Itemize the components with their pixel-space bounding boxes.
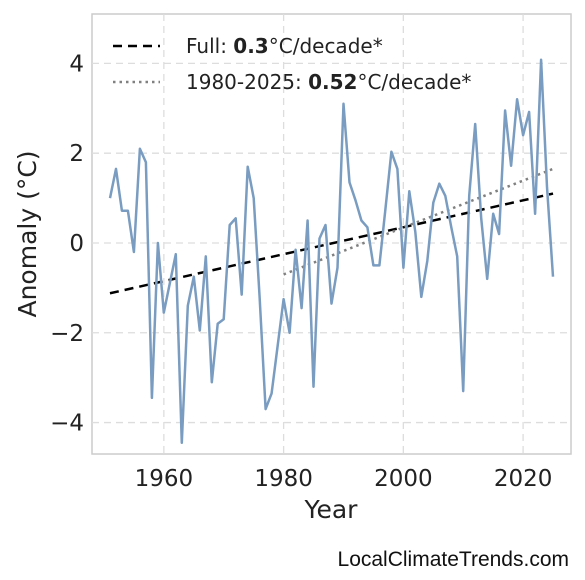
series-lines (108, 58, 555, 445)
trend-line-full (109, 192, 554, 295)
y-tick-label: −4 (50, 411, 84, 437)
legend-label: 1980-2025: 0.52°C/decade* (186, 70, 471, 94)
chart: 1960 1980 2000 2020 −4 −2 0 2 4 Full: 0.3°C/dec… (13, 13, 572, 524)
x-tick-label: 1960 (135, 466, 194, 492)
y-tick-label: 2 (69, 141, 84, 167)
y-tick-label: −2 (50, 321, 84, 347)
y-tick-label: 0 (69, 231, 84, 257)
anomaly-series-line (108, 58, 555, 445)
trend-line-1980-2025 (283, 167, 554, 276)
source-credit: LocalClimateTrends.com (337, 548, 569, 571)
x-axis-ticks: 1960 1980 2000 2020 (135, 466, 553, 492)
x-tick-label: 2020 (494, 466, 553, 492)
y-tick-label: 4 (69, 51, 84, 77)
x-tick-label: 2000 (374, 466, 433, 492)
trend-lines (109, 167, 554, 295)
y-axis-ticks: −4 −2 0 2 4 (50, 51, 84, 436)
x-tick-label: 1980 (254, 466, 313, 492)
y-axis-label: Anomaly (°C) (13, 150, 42, 317)
x-axis-label: Year (304, 495, 359, 524)
legend-label: Full: 0.3°C/decade* (186, 34, 383, 58)
legend: Full: 0.3°C/decade* 1980-2025: 0.52°C/dec… (113, 34, 471, 94)
